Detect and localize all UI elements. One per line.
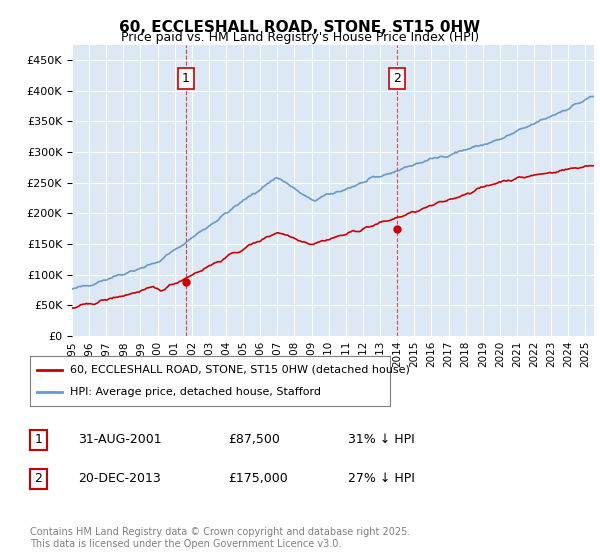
Text: 20-DEC-2013: 20-DEC-2013 — [78, 472, 161, 486]
Text: Price paid vs. HM Land Registry's House Price Index (HPI): Price paid vs. HM Land Registry's House … — [121, 31, 479, 44]
Text: Contains HM Land Registry data © Crown copyright and database right 2025.
This d: Contains HM Land Registry data © Crown c… — [30, 527, 410, 549]
Text: 2: 2 — [34, 472, 43, 486]
Text: 60, ECCLESHALL ROAD, STONE, ST15 0HW (detached house): 60, ECCLESHALL ROAD, STONE, ST15 0HW (de… — [70, 365, 409, 375]
Text: 1: 1 — [182, 72, 190, 85]
Text: HPI: Average price, detached house, Stafford: HPI: Average price, detached house, Staf… — [70, 387, 320, 397]
Text: 27% ↓ HPI: 27% ↓ HPI — [348, 472, 415, 486]
Text: £87,500: £87,500 — [228, 433, 280, 446]
Text: £175,000: £175,000 — [228, 472, 288, 486]
Text: 2: 2 — [393, 72, 401, 85]
Text: 60, ECCLESHALL ROAD, STONE, ST15 0HW: 60, ECCLESHALL ROAD, STONE, ST15 0HW — [119, 20, 481, 35]
Text: 31% ↓ HPI: 31% ↓ HPI — [348, 433, 415, 446]
Text: 31-AUG-2001: 31-AUG-2001 — [78, 433, 161, 446]
Text: 1: 1 — [34, 433, 43, 446]
